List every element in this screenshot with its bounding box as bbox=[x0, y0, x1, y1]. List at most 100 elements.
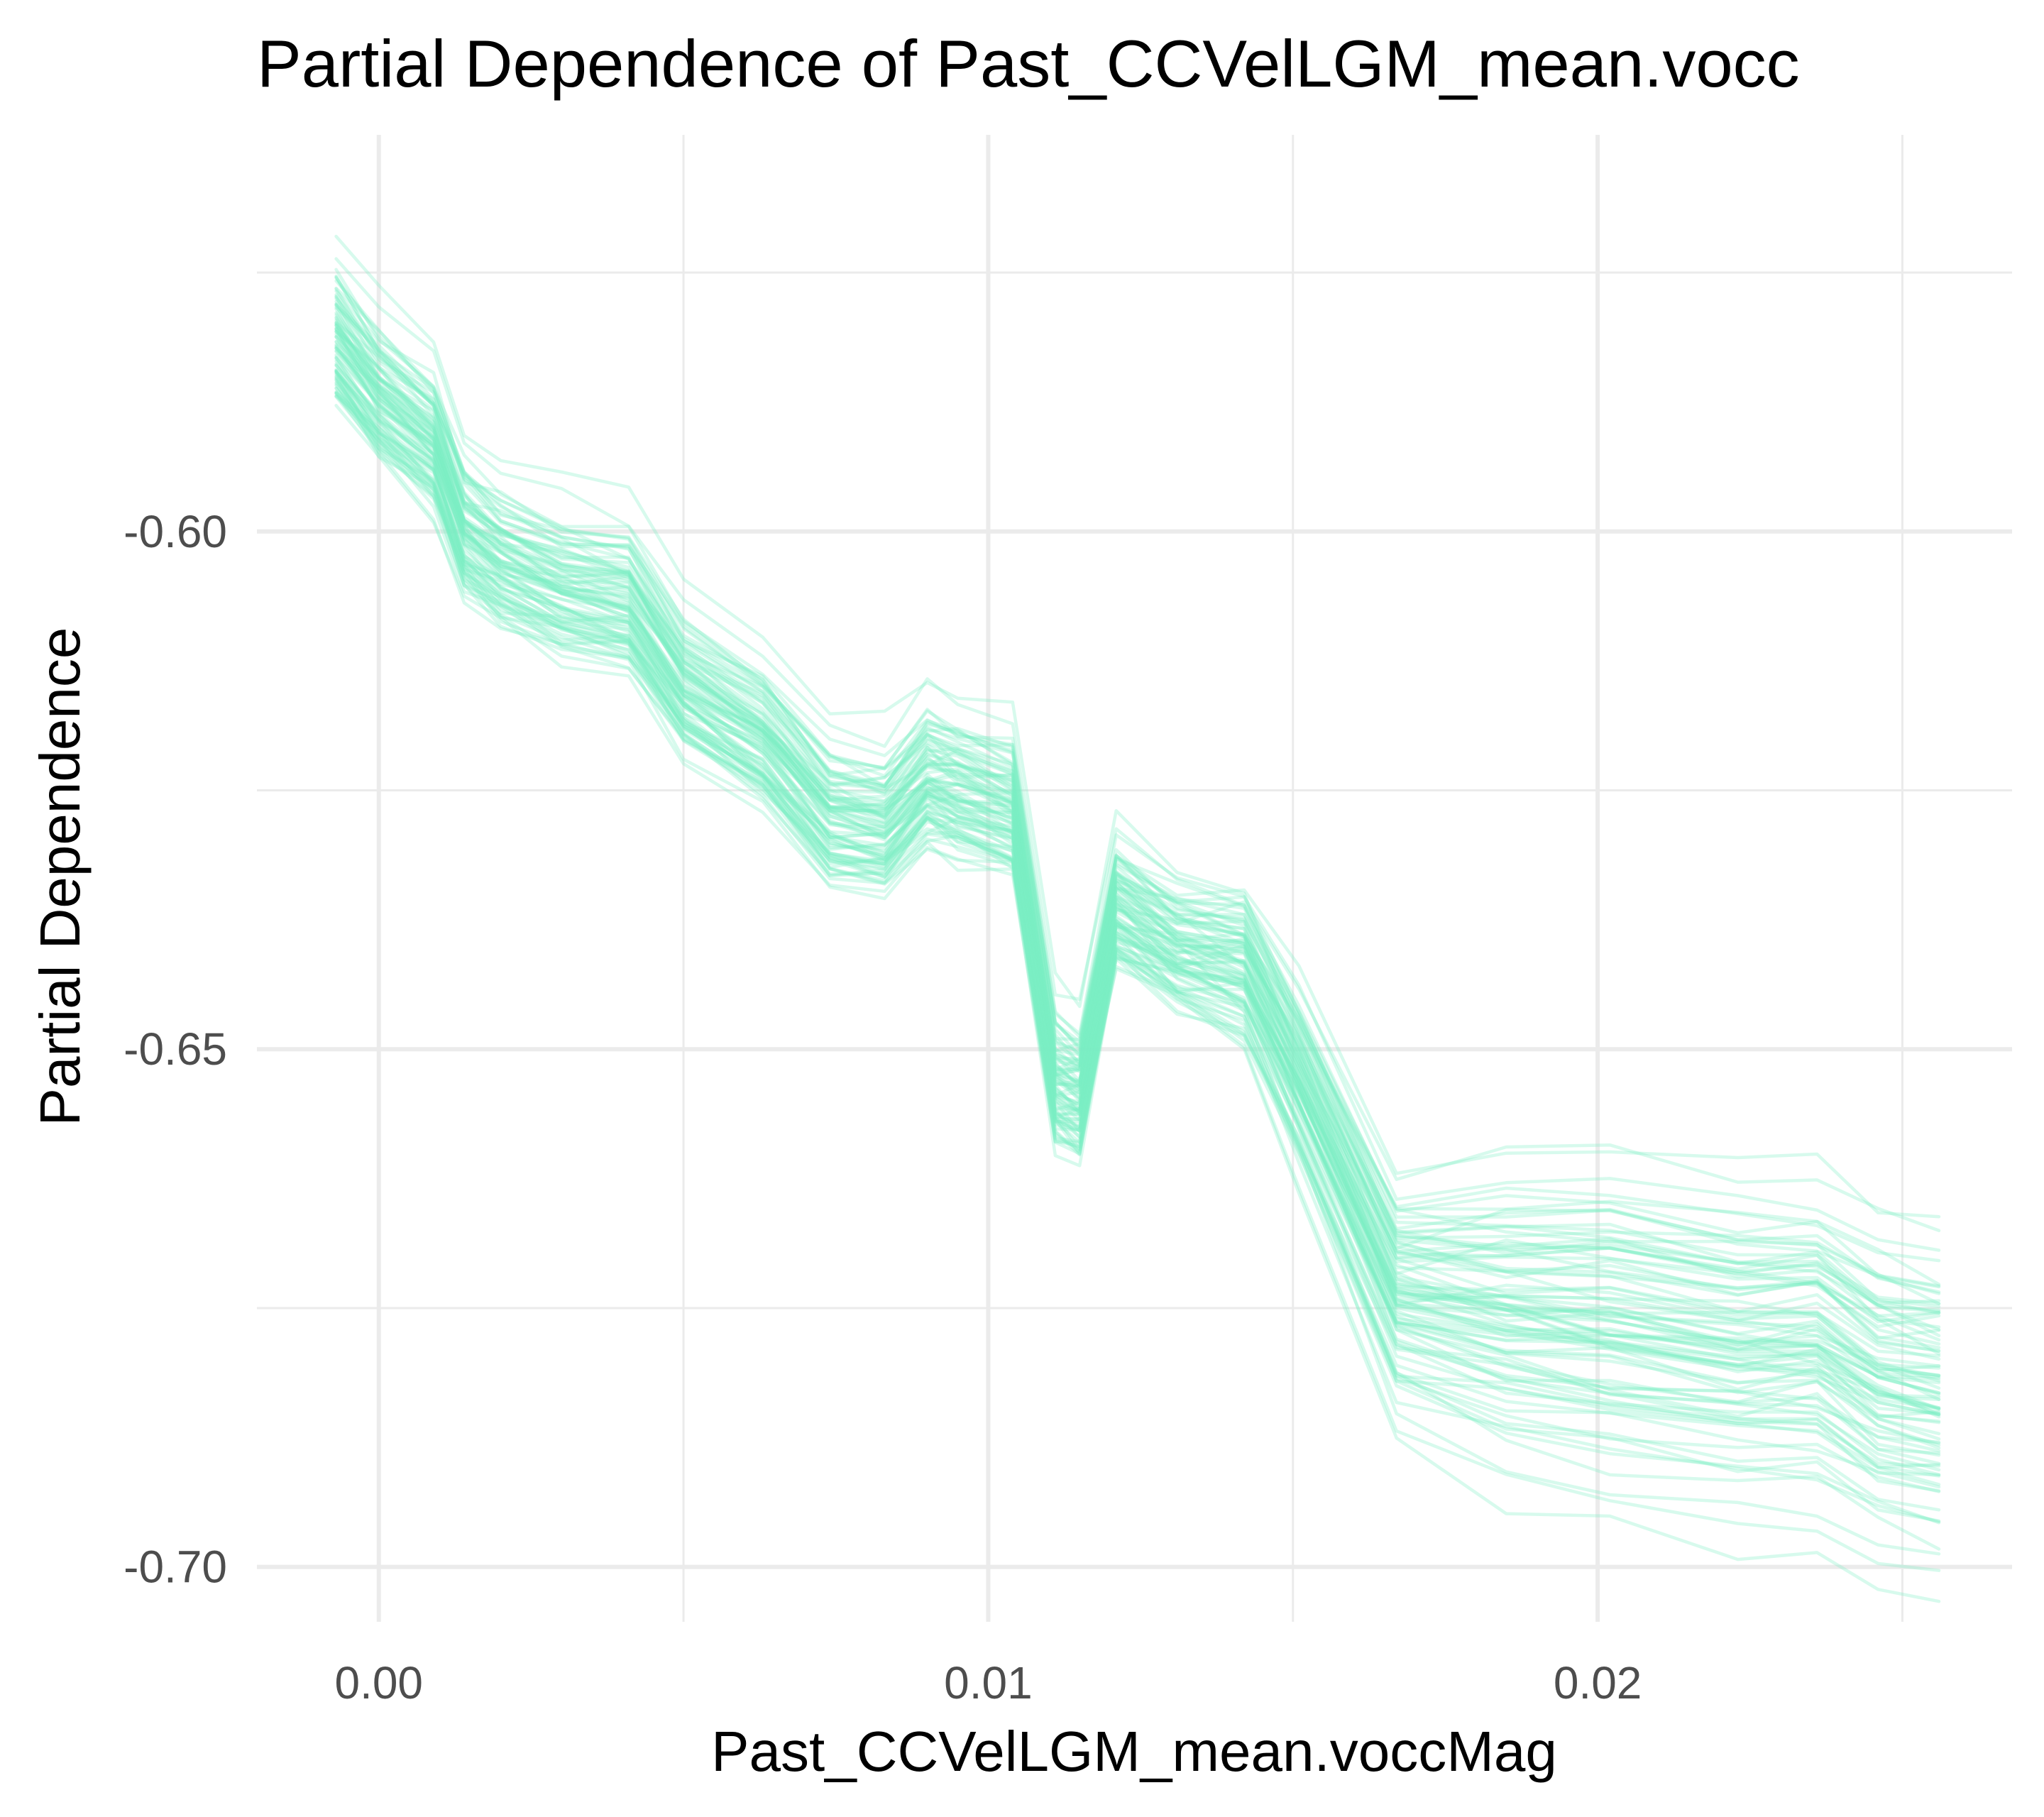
ice-curve bbox=[334, 324, 1941, 1466]
ice-curve bbox=[334, 344, 1941, 1401]
ice-curve bbox=[334, 343, 1941, 1356]
ice-curve bbox=[334, 362, 1941, 1423]
ice-curve bbox=[334, 391, 1941, 1477]
y-tick-label: -0.70 bbox=[123, 1542, 227, 1593]
ice-curve bbox=[334, 349, 1941, 1469]
major-gridlines bbox=[257, 135, 2012, 1622]
ice-curve bbox=[334, 304, 1941, 1512]
ice-curve bbox=[334, 375, 1941, 1305]
ice-curve bbox=[334, 369, 1941, 1263]
x-tick-label: 0.02 bbox=[1554, 1657, 1642, 1708]
ice-curve bbox=[334, 375, 1941, 1380]
ice-curve bbox=[334, 334, 1941, 1395]
ice-curve bbox=[334, 370, 1941, 1444]
ice-curve bbox=[334, 302, 1941, 1417]
ice-curve bbox=[334, 371, 1941, 1524]
y-tick-label: -0.65 bbox=[123, 1023, 227, 1075]
ice-curve bbox=[334, 323, 1941, 1306]
ice-curve bbox=[334, 319, 1941, 1373]
ice-curve bbox=[334, 327, 1941, 1349]
x-axis-tick-labels: 0.00 0.01 0.02 bbox=[334, 1657, 1642, 1708]
ice-curve bbox=[334, 391, 1941, 1324]
ice-curve bbox=[334, 378, 1941, 1417]
ice-curve bbox=[334, 369, 1941, 1476]
ice-curve bbox=[334, 307, 1941, 1424]
ice-curve bbox=[334, 315, 1941, 1417]
ice-curve bbox=[334, 295, 1941, 1354]
y-axis-label: Partial Dependence bbox=[28, 627, 92, 1126]
ice-curve bbox=[334, 370, 1941, 1419]
ice-curve bbox=[334, 373, 1941, 1383]
ice-curve bbox=[334, 377, 1941, 1489]
ice-curve bbox=[334, 305, 1941, 1551]
ice-curve bbox=[334, 382, 1941, 1486]
ice-curve bbox=[334, 339, 1941, 1286]
x-tick-label: 0.01 bbox=[944, 1657, 1033, 1708]
ice-curve bbox=[334, 303, 1941, 1358]
ice-curve bbox=[334, 274, 1941, 1472]
ice-curve bbox=[334, 320, 1941, 1410]
ice-curve bbox=[334, 353, 1941, 1340]
ice-curve bbox=[334, 313, 1941, 1219]
ice-curve bbox=[334, 287, 1941, 1309]
y-axis-tick-labels: -0.60 -0.65 -0.70 bbox=[123, 506, 227, 1593]
ice-curve bbox=[334, 380, 1941, 1441]
ice-curve bbox=[334, 383, 1941, 1295]
ice-curve bbox=[334, 328, 1941, 1603]
ice-curve bbox=[334, 368, 1941, 1294]
ice-curve bbox=[334, 368, 1941, 1436]
ice-curve bbox=[334, 370, 1941, 1396]
ice-curve bbox=[334, 322, 1941, 1455]
ice-curve bbox=[334, 276, 1941, 1415]
ice-curve bbox=[334, 363, 1941, 1378]
ice-curve bbox=[334, 317, 1941, 1370]
ice-curve bbox=[334, 329, 1941, 1445]
ice-curve bbox=[334, 293, 1941, 1315]
ice-curve bbox=[334, 321, 1941, 1338]
ice-curve bbox=[334, 349, 1941, 1353]
ice-curve bbox=[334, 386, 1941, 1377]
minor-gridlines bbox=[257, 135, 2012, 1622]
ice-curve bbox=[334, 363, 1941, 1572]
ice-curve bbox=[334, 234, 1941, 1401]
ice-curve bbox=[334, 394, 1941, 1453]
ice-curve bbox=[334, 257, 1941, 1361]
ice-curve bbox=[334, 359, 1941, 1450]
ice-curves bbox=[334, 234, 1941, 1603]
chart-title: Partial Dependence of Past_CCVelLGM_mean… bbox=[257, 26, 1800, 101]
ice-curve bbox=[334, 329, 1941, 1289]
ice-curve bbox=[334, 326, 1941, 1342]
ice-curve bbox=[334, 297, 1941, 1411]
ice-curve bbox=[334, 392, 1941, 1329]
ice-curve bbox=[334, 346, 1941, 1523]
ice-curve bbox=[334, 268, 1941, 1411]
ice-curve bbox=[334, 289, 1941, 1410]
ice-curve bbox=[334, 311, 1941, 1556]
ice-curve bbox=[334, 286, 1941, 1385]
ice-curve bbox=[334, 346, 1941, 1468]
ice-curve bbox=[334, 345, 1941, 1233]
ice-curve bbox=[334, 390, 1941, 1493]
ice-curve bbox=[334, 356, 1941, 1525]
ice-curve bbox=[334, 332, 1941, 1390]
ice-curve bbox=[334, 357, 1941, 1399]
x-axis-label: Past_CCVelLGM_mean.voccMag bbox=[711, 1720, 1557, 1783]
ice-curve bbox=[334, 279, 1941, 1346]
ice-curve bbox=[334, 346, 1941, 1312]
x-tick-label: 0.00 bbox=[334, 1657, 423, 1708]
ice-curve bbox=[334, 335, 1941, 1395]
ice-curve bbox=[334, 300, 1941, 1419]
ice-curve bbox=[334, 340, 1941, 1288]
ice-curve bbox=[334, 395, 1941, 1378]
ice-curve bbox=[334, 324, 1941, 1447]
ice-curve bbox=[334, 355, 1941, 1318]
ice-curve bbox=[334, 275, 1941, 1410]
y-tick-label: -0.60 bbox=[123, 506, 227, 557]
ice-curve bbox=[334, 394, 1941, 1329]
ice-curve bbox=[334, 386, 1941, 1493]
ice-curve bbox=[334, 322, 1941, 1379]
ice-curve bbox=[334, 330, 1941, 1252]
ice-curve bbox=[334, 295, 1941, 1416]
ice-curve bbox=[334, 335, 1941, 1457]
